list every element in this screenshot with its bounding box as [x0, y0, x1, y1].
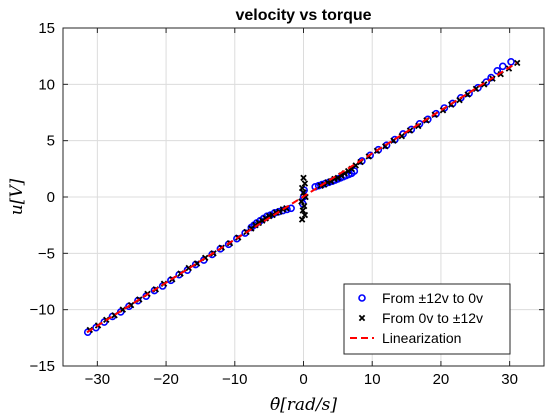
circle-point [100, 318, 109, 326]
x-tick-label: 20 [433, 371, 450, 388]
legend-entry-label: From 0v to ±12v [382, 310, 483, 326]
x-axis-label: θ̇[rad/s] [270, 395, 337, 415]
legend-entry-label: Linearization [382, 330, 461, 346]
cross-point [301, 180, 309, 187]
y-tick-label: −10 [30, 302, 55, 319]
y-tick-label: −5 [38, 245, 55, 262]
cross-point [415, 122, 422, 130]
y-axis-label: u[V] [7, 178, 27, 215]
circle-point [92, 323, 100, 332]
y-tick-label: 0 [47, 189, 55, 206]
chart-title: velocity vs torque [235, 7, 371, 24]
circle-point [287, 204, 295, 213]
legend-entry-label: From ±12v to 0v [382, 290, 483, 306]
cross-point [398, 132, 405, 140]
cross-point [300, 202, 308, 210]
legend-cross-marker [358, 314, 366, 322]
circle-point [482, 78, 491, 86]
cross-point [513, 59, 521, 67]
linearization-line [86, 62, 518, 334]
series-layer [83, 57, 521, 337]
y-tick-label: 15 [38, 20, 55, 37]
x-tick-label: −30 [85, 371, 110, 388]
cross-point [298, 216, 306, 223]
legend-circle-marker [358, 294, 366, 302]
legend-box [343, 283, 511, 355]
cross-point [298, 184, 306, 192]
x-tick-label: 0 [299, 371, 307, 388]
legend: From ±12v to 0v From 0v to ±12v Linearizat… [343, 283, 511, 355]
x-tick-label: −10 [222, 371, 247, 388]
circle-point [83, 328, 92, 337]
cross-point [352, 162, 359, 169]
circle-point [507, 57, 515, 66]
cross-point [301, 211, 309, 219]
x-tick-label: 10 [364, 371, 381, 388]
axis-ticks: −30 −20 −10 0 10 20 30 −15 −10 −5 0 5 10 15 [30, 20, 544, 388]
cross-point [300, 174, 307, 182]
cross-point [299, 207, 307, 214]
y-tick-label: 5 [47, 133, 55, 150]
x-tick-label: 30 [501, 371, 518, 388]
circle-point [498, 62, 507, 71]
y-tick-label: −15 [30, 358, 55, 375]
x-tick-label: −20 [153, 371, 178, 388]
y-tick-label: 10 [38, 76, 55, 93]
